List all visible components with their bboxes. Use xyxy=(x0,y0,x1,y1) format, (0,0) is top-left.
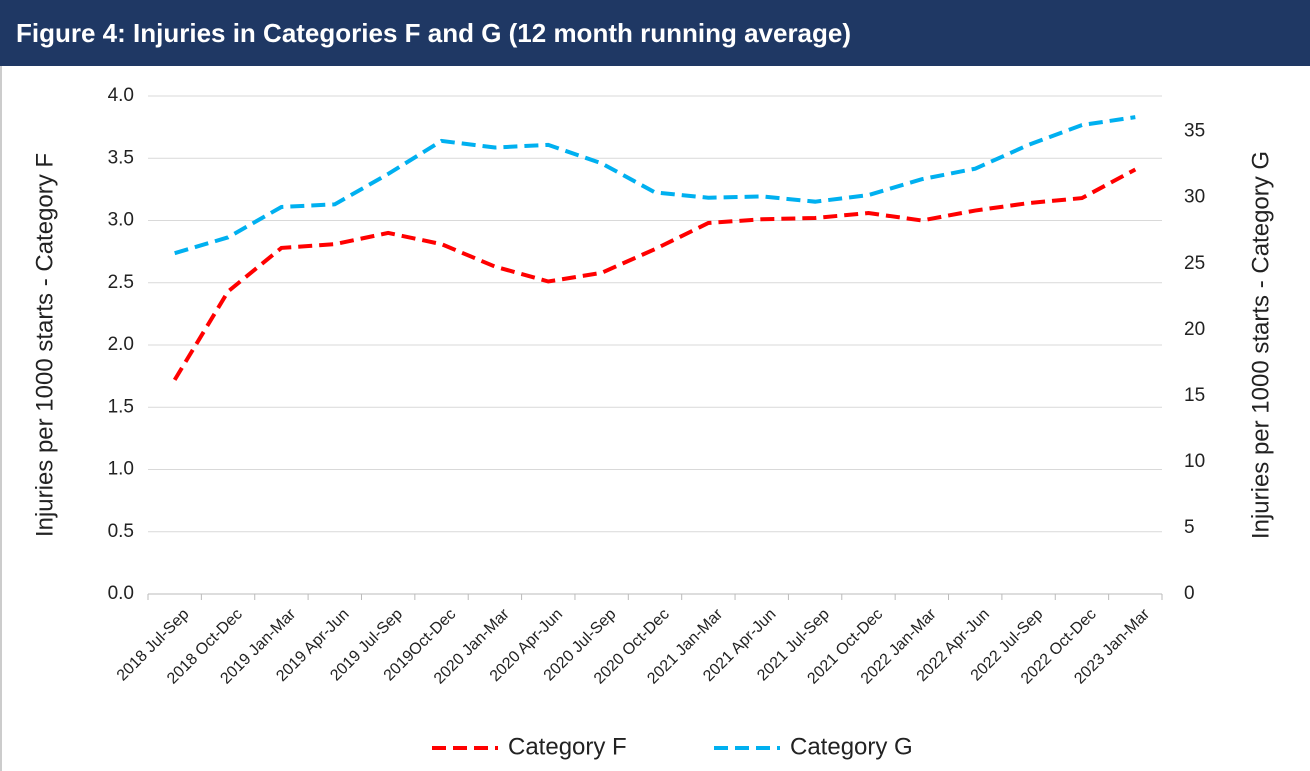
y-tick-label: 1.0 xyxy=(108,459,134,480)
y-tick-label: 3.5 xyxy=(108,147,134,168)
y2-tick-label: 25 xyxy=(1184,253,1205,274)
y-tick-label: 1.5 xyxy=(108,396,134,417)
y2-tick-label: 5 xyxy=(1184,517,1195,538)
y-axis-title: Injuries per 1000 starts - Category F xyxy=(31,153,58,537)
legend-label: Category F xyxy=(508,733,627,760)
y2-tick-label: 15 xyxy=(1184,385,1205,406)
series-line xyxy=(174,115,1136,256)
y-tick-label: 2.5 xyxy=(108,272,134,293)
y2-tick-label: 0 xyxy=(1184,583,1195,604)
y2-tick-label: 20 xyxy=(1184,319,1205,340)
y2-tick-label: 30 xyxy=(1184,187,1205,208)
y2-tick-label: 10 xyxy=(1184,451,1205,472)
y-tick-label: 4.0 xyxy=(108,85,134,106)
y-tick-label: 2.0 xyxy=(108,334,134,355)
y2-tick-label: 35 xyxy=(1184,121,1205,142)
chart-title: Figure 4: Injuries in Categories F and G… xyxy=(0,0,1310,66)
legend-label: Category G xyxy=(790,733,913,760)
y-tick-label: 0.5 xyxy=(108,521,134,542)
y-tick-label: 3.0 xyxy=(108,210,134,231)
y-tick-label: 0.0 xyxy=(108,583,134,604)
y2-axis-title: Injuries per 1000 starts - Category G xyxy=(1247,151,1274,539)
series-line xyxy=(172,167,1137,381)
